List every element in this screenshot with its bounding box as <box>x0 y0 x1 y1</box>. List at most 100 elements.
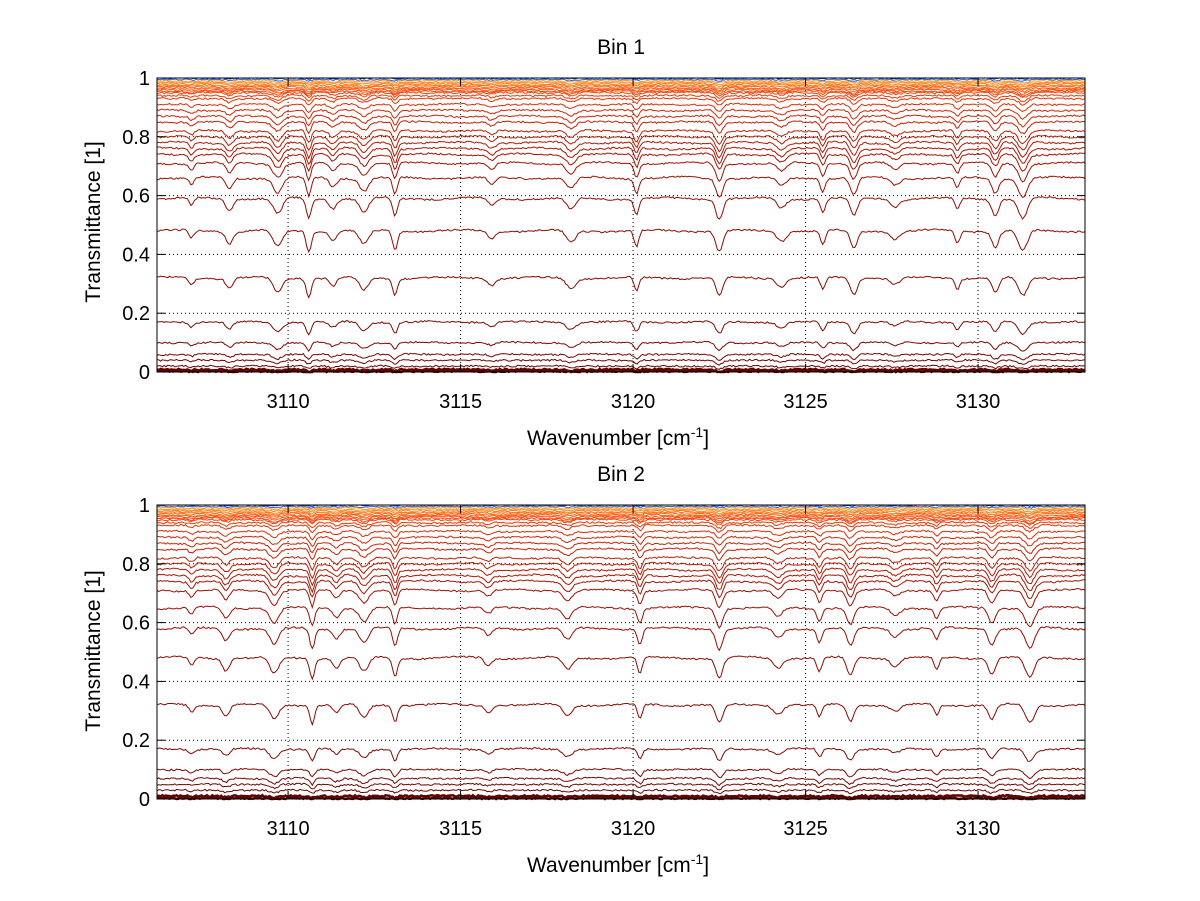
y-tick-label: 0.6 <box>122 613 150 635</box>
x-tick-label: 3125 <box>783 818 828 840</box>
spectrum-series <box>156 102 1086 114</box>
y-axis-ticks: 0 0.2 0.4 0.6 0.8 1 <box>122 68 1085 384</box>
spectrum-series <box>156 160 1086 183</box>
x-tick-label: 3120 <box>611 391 656 413</box>
series-group <box>156 504 1086 801</box>
axes-box <box>156 77 1086 373</box>
spectrum-series <box>156 358 1086 366</box>
x-axis-ticks: 3110 3115 3120 3125 3130 <box>267 78 1001 413</box>
spectrum-series <box>156 535 1086 548</box>
spectrum-series <box>156 108 1086 120</box>
spectrum-series <box>157 508 1086 513</box>
spectrum-series <box>156 512 1085 519</box>
spectrum-series <box>156 81 1086 86</box>
y-axis-label: Transmittance [1] <box>82 570 105 731</box>
y-tick-label: 0.8 <box>122 127 150 149</box>
spectrum-series <box>156 88 1086 95</box>
spectrum-series <box>156 175 1086 199</box>
y-tick-label: 0.4 <box>122 671 150 693</box>
spectrum-series <box>156 140 1086 160</box>
axes-box <box>156 504 1086 800</box>
spectrum-series <box>156 79 1085 84</box>
spectrum-series <box>157 506 1085 511</box>
panel-bin-1: Bin 1 3110 3115 3120 3125 3130 0 0.2 0.4 0.6 0.8… <box>82 36 1086 450</box>
spectrum-series <box>156 782 1086 791</box>
y-axis-label: Transmittance [1] <box>82 141 105 302</box>
chart-title: Bin 2 <box>597 463 645 486</box>
series-group <box>156 77 1086 374</box>
spectrum-series <box>156 767 1086 780</box>
spectrum-series <box>156 114 1086 128</box>
spectrum-series <box>156 529 1086 541</box>
spectrum-series <box>156 86 1086 93</box>
x-tick-label: 3120 <box>611 818 656 840</box>
spectrum-series <box>156 626 1086 652</box>
y-tick-label: 0.4 <box>122 244 150 266</box>
y-tick-label: 0.6 <box>122 186 150 208</box>
y-tick-label: 0 <box>139 789 150 811</box>
spectrum-series <box>157 517 1086 526</box>
x-tick-label: 3110 <box>267 818 310 840</box>
y-tick-label: 0 <box>139 362 150 384</box>
spectrum-series <box>157 511 1085 517</box>
x-tick-label: 3115 <box>439 391 482 413</box>
spectrum-series <box>156 516 1086 525</box>
spectrum-series <box>156 513 1086 520</box>
spectrum-series <box>156 605 1086 630</box>
x-axis-label: Wavenumber [cm-1] <box>527 424 709 450</box>
spectrum-series <box>156 746 1086 762</box>
spectrum-series <box>156 120 1086 135</box>
spectrum-series <box>156 275 1085 299</box>
y-tick-label: 0.8 <box>122 554 150 576</box>
panel-bin-2: Bin 2 3110 3115 3120 3125 3130 0 0.2 0.4 0.6 0.8… <box>82 463 1086 877</box>
spectrum-series <box>156 84 1086 90</box>
x-tick-label: 3125 <box>783 391 828 413</box>
x-axis-ticks: 3110 3115 3120 3125 3130 <box>267 505 1001 840</box>
y-tick-label: 1 <box>139 68 150 90</box>
spectrum-series <box>156 364 1086 370</box>
y-tick-label: 0.2 <box>122 303 150 325</box>
spectrum-series <box>156 85 1086 92</box>
spectrum-series <box>156 78 1086 82</box>
y-tick-label: 0.2 <box>122 730 150 752</box>
spectrum-series <box>156 93 1086 103</box>
chart-title: Bin 1 <box>597 36 645 59</box>
spectrum-series <box>156 587 1086 610</box>
x-axis-label: Wavenumber [cm-1] <box>527 851 709 877</box>
spectrum-series <box>156 146 1086 166</box>
spectrum-series <box>156 541 1086 555</box>
spectrum-series <box>156 573 1086 594</box>
spectrum-series <box>156 567 1086 587</box>
spectrum-series <box>156 505 1086 509</box>
spectrum-series <box>156 91 1086 99</box>
y-axis-ticks: 0 0.2 0.4 0.6 0.8 1 <box>122 495 1085 811</box>
spectrum-series <box>156 152 1086 173</box>
spectrum-series <box>156 579 1086 600</box>
x-tick-label: 3130 <box>956 818 1001 840</box>
spectrum-series <box>156 555 1086 572</box>
spectrum-series <box>156 320 1086 336</box>
spectrum-series <box>156 523 1086 534</box>
spectrum-series <box>156 655 1086 681</box>
y-tick-label: 1 <box>139 495 150 517</box>
spectrum-series <box>156 89 1086 97</box>
spectrum-series <box>156 340 1086 352</box>
spectrum-series <box>156 228 1086 254</box>
spectrum-series <box>156 352 1086 361</box>
spectrum-series <box>156 788 1086 795</box>
spectrum-series <box>156 195 1086 220</box>
spectrum-series <box>156 515 1086 522</box>
x-tick-label: 3110 <box>267 391 310 413</box>
spectrum-series <box>156 702 1086 727</box>
x-tick-label: 3115 <box>439 818 482 840</box>
spectrum-series <box>156 128 1086 146</box>
x-tick-label: 3130 <box>956 391 1001 413</box>
spectrum-series <box>156 561 1086 580</box>
spectrum-series <box>156 547 1086 562</box>
spectrum-series <box>156 96 1086 106</box>
spectrum-series <box>156 776 1086 787</box>
spectrum-series <box>156 520 1086 530</box>
spectrum-series <box>156 134 1086 153</box>
spectrum-series <box>156 82 1086 88</box>
